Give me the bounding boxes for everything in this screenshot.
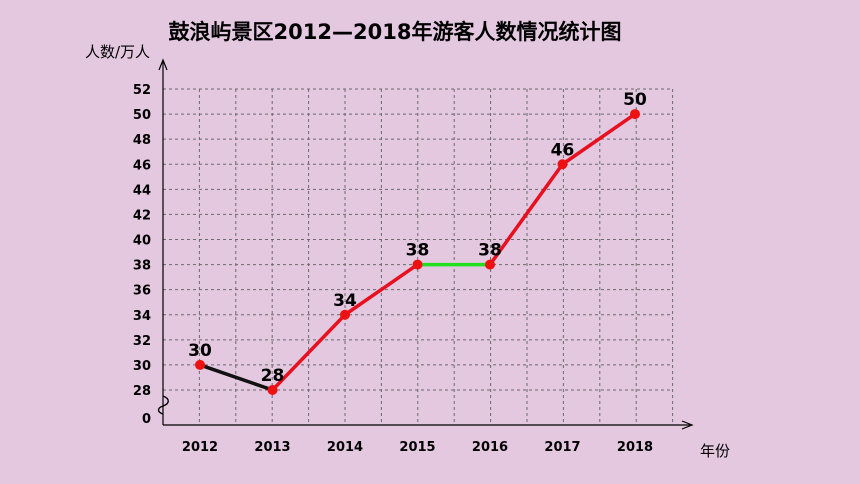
data-point	[630, 109, 640, 120]
grid	[163, 88, 674, 426]
data-points	[195, 109, 640, 395]
data-label: 38	[478, 241, 502, 261]
x-tick-label: 2014	[327, 440, 363, 455]
y-tick-labels: 0 28 30 32 34 36 38 40 42 44 46 48 50 52	[133, 83, 151, 427]
y-tick-label: 50	[133, 108, 151, 123]
data-point	[412, 259, 423, 270]
y-axis-arrow	[158, 58, 168, 71]
data-label: 28	[261, 366, 285, 386]
axis-break-mark	[157, 395, 169, 415]
x-axis-label: 年份	[700, 442, 730, 460]
x-tick-label: 2018	[617, 440, 653, 455]
data-point	[485, 259, 495, 270]
y-tick-label: 40	[133, 234, 151, 249]
data-point	[557, 159, 568, 170]
y-tick-label: 46	[133, 158, 151, 173]
y-tick-label: 38	[133, 259, 151, 274]
x-tick-labels: 2012 2013 2014 2015 2016 2017 2018	[182, 440, 653, 455]
y-tick-label: 34	[133, 309, 151, 324]
data-point	[195, 359, 205, 370]
series-line	[198, 112, 637, 392]
data-labels: 30 28 34 38 38 46 50	[188, 90, 647, 386]
data-point	[267, 385, 278, 395]
y-tick-label: 42	[133, 208, 151, 223]
series-segment	[198, 363, 275, 392]
x-tick-label: 2013	[254, 440, 290, 455]
data-label: 38	[406, 241, 430, 261]
series-segment	[488, 162, 565, 267]
data-label: 50	[623, 90, 647, 110]
x-tick-label: 2015	[399, 440, 435, 455]
x-axis-arrow	[681, 420, 694, 430]
series-segment	[560, 112, 637, 166]
y-tick-label: 28	[133, 384, 151, 399]
x-tick-label: 2017	[544, 440, 580, 455]
y-tick-label: 48	[133, 133, 151, 148]
y-tick-label: 0	[142, 412, 151, 427]
x-tick-label: 2016	[472, 440, 508, 455]
axes	[157, 58, 694, 430]
chart-title: 鼓浪屿景区2012—2018年游客人数情况统计图	[169, 20, 622, 44]
data-label: 46	[551, 140, 575, 160]
y-axis-label: 人数/万人	[85, 43, 150, 61]
x-tick-label: 2012	[182, 440, 218, 455]
y-tick-label: 32	[133, 334, 151, 349]
data-label: 34	[333, 291, 357, 311]
y-tick-label: 36	[133, 284, 151, 299]
y-tick-label: 52	[133, 83, 151, 98]
data-label: 30	[188, 341, 212, 361]
y-tick-label: 44	[133, 183, 151, 198]
data-point	[340, 309, 350, 320]
series-segment	[343, 262, 420, 317]
y-tick-label: 30	[133, 359, 151, 374]
series-segment	[270, 313, 347, 392]
